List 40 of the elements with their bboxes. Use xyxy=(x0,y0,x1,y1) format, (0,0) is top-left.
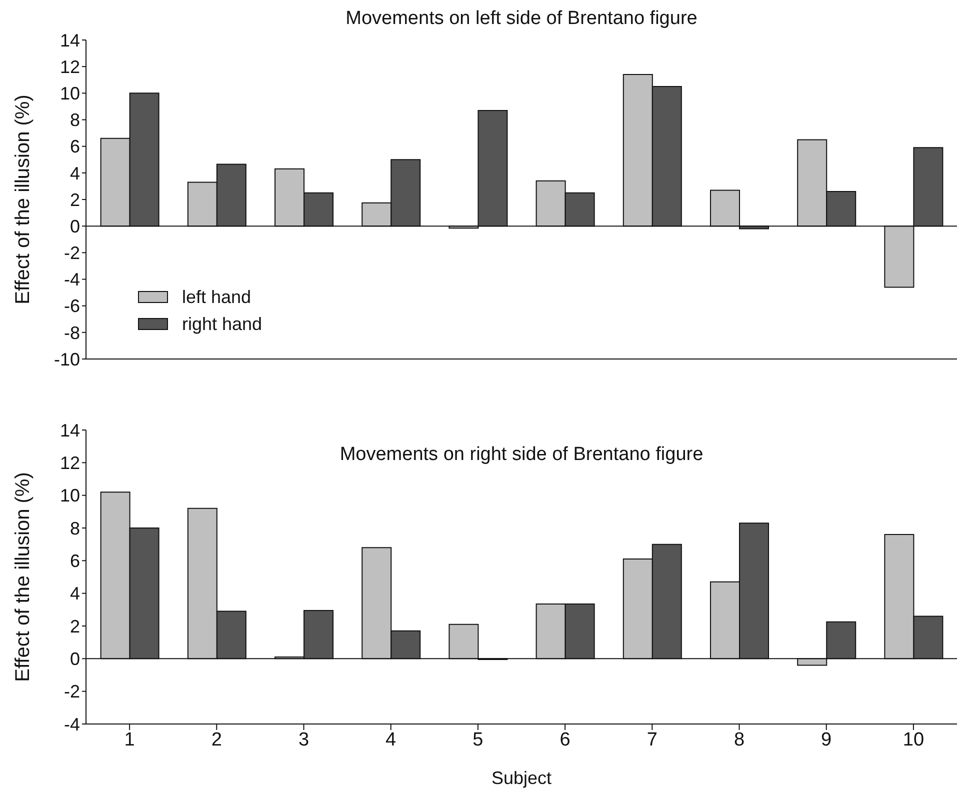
y-tick-label: 0 xyxy=(70,649,80,670)
legend-label: right hand xyxy=(181,314,264,335)
y-tick-label: 0 xyxy=(70,216,80,236)
x-tick-label: 1 xyxy=(124,729,135,750)
y-tick-label: 10 xyxy=(60,486,80,506)
y-tick-label: 4 xyxy=(70,584,80,604)
y-axis-title: Effect of the illusion (%) xyxy=(12,94,34,304)
y-tick-label: 14 xyxy=(60,30,80,50)
y-tick-label: 6 xyxy=(70,136,80,157)
y-tick-label: 4 xyxy=(70,163,80,184)
x-tick-label: 10 xyxy=(902,729,924,750)
y-tick-label: 6 xyxy=(70,551,80,572)
x-tick-label: 6 xyxy=(560,729,570,750)
x-tick-label: 4 xyxy=(386,729,397,750)
y-tick-label: 12 xyxy=(60,56,80,77)
y-tick-label: 2 xyxy=(70,616,80,636)
y-tick-label: 12 xyxy=(60,453,80,474)
y-tick-label: -2 xyxy=(64,682,80,702)
y-tick-label: -8 xyxy=(64,322,80,343)
x-tick-label: 8 xyxy=(734,729,745,750)
text: Movements on right side of Brentano figure xyxy=(338,444,704,466)
chart-title: Movements on left side of Brentano figure xyxy=(344,8,698,30)
y-tick-label: -6 xyxy=(64,296,80,316)
legend-label: left hand xyxy=(181,286,252,308)
x-tick-label: 3 xyxy=(298,729,310,750)
y-tick-label: 2 xyxy=(70,190,80,210)
y-axis-title: Effect of the illusion (%) xyxy=(12,472,34,682)
y-tick-label: 8 xyxy=(70,518,80,538)
x-tick-label: 9 xyxy=(821,729,832,750)
x-axis-title: Subject xyxy=(491,768,552,788)
x-tick-label: 5 xyxy=(472,729,484,750)
x-tick-label: 7 xyxy=(646,729,658,750)
x-tick-label: 2 xyxy=(211,729,222,750)
y-tick-label: -4 xyxy=(64,714,80,734)
y-tick-label: -4 xyxy=(64,270,80,290)
y-tick-label: -2 xyxy=(64,243,80,264)
y-tick-label: 8 xyxy=(70,110,80,130)
y-tick-label: -10 xyxy=(54,349,80,370)
y-tick-label: 10 xyxy=(60,84,80,104)
y-tick-label: 14 xyxy=(60,420,80,440)
